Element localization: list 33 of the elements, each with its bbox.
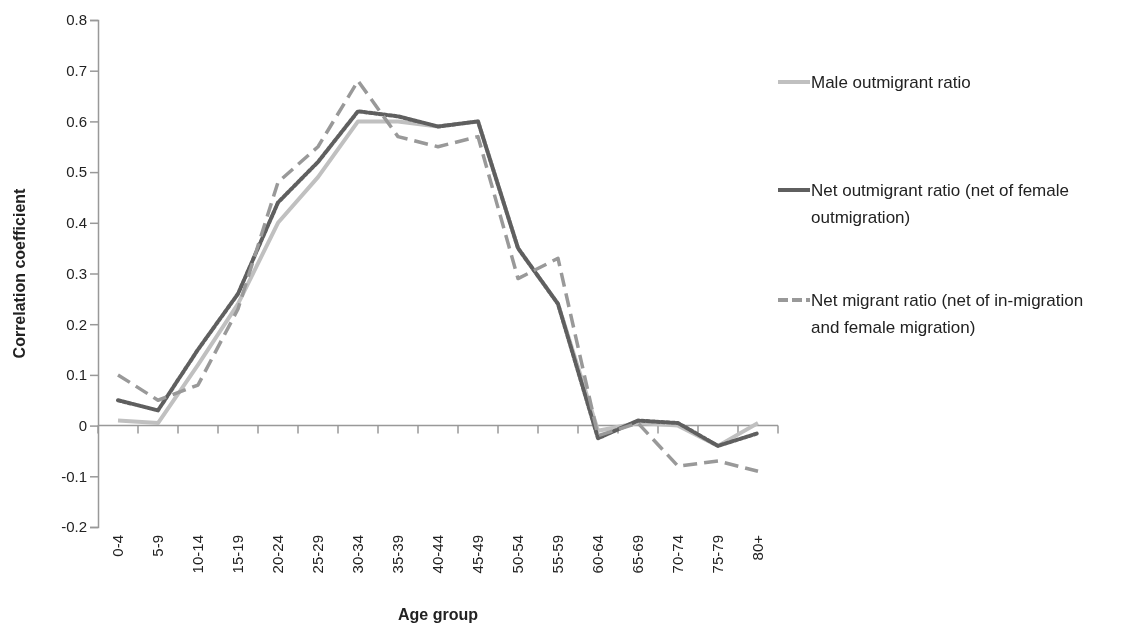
y-tick-label: 0.6: [66, 112, 87, 130]
y-tick-label: 0.7: [66, 62, 87, 79]
y-axis-title: Correlation coefficient: [11, 187, 28, 359]
y-tick-label: 0.4: [66, 214, 87, 232]
y-tick-label: 0.8: [66, 11, 87, 29]
x-tick-label: 35-39: [389, 535, 406, 574]
x-tick-label: 0-4: [109, 535, 126, 557]
x-tick-label: 45-49: [469, 535, 486, 574]
x-tick-label: 20-24: [269, 535, 286, 574]
legend-label: Male outmigrant ratio: [811, 73, 971, 92]
x-tick-label: 50-54: [509, 535, 526, 574]
x-tick-label: 65-69: [629, 535, 646, 574]
y-tick-label: 0.1: [66, 366, 87, 384]
x-tick-label: 30-34: [349, 535, 366, 574]
x-axis-title: Age group: [398, 606, 479, 623]
x-tick-label: 70-74: [669, 535, 686, 574]
x-tick-label: 80+: [749, 534, 766, 561]
y-tick-label: -0.2: [61, 518, 87, 536]
legend-label: Net migrant ratio (net of in-migration and female migration): [811, 291, 1084, 337]
x-tick-label: 75-79: [709, 535, 726, 574]
y-tick-label: 0.3: [66, 264, 87, 282]
x-tick-label: 60-64: [589, 535, 606, 574]
x-tick-label: 40-44: [429, 535, 446, 574]
y-tick-label: 0.2: [66, 315, 87, 333]
x-tick-label: 25-29: [309, 535, 326, 574]
legend-label: Net outmigrant ratio (net of female outmigration): [811, 181, 1069, 227]
x-tick-label: 10-14: [189, 535, 206, 574]
x-tick-label: 55-59: [549, 535, 566, 574]
x-tick-label: 15-19: [229, 535, 246, 574]
y-tick-label: 0.5: [66, 163, 87, 181]
y-tick-label: -0.1: [61, 467, 87, 485]
x-tick-label: 5-9: [149, 535, 166, 557]
y-tick-label: 0: [78, 416, 87, 434]
